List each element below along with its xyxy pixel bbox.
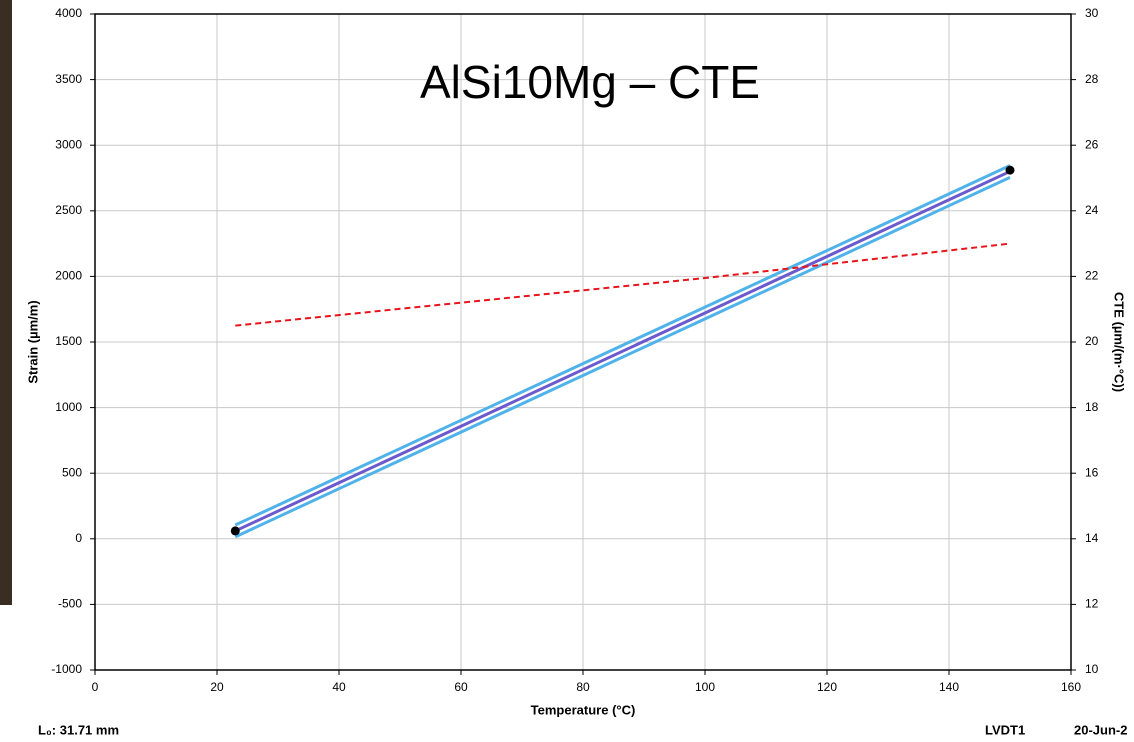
data-point <box>1005 165 1015 175</box>
y2-tick-label: 16 <box>1085 465 1099 479</box>
x-tick-label: 0 <box>92 680 99 694</box>
y-tick-label: 0 <box>75 531 82 545</box>
y-tick-label: 4000 <box>55 6 82 20</box>
x-tick-label: 140 <box>939 680 959 694</box>
footer-left: L₀: 31.71 mm <box>38 722 119 737</box>
y-tick-label: 1500 <box>55 334 82 348</box>
y2-axis-label: CTE (µm/(m·°C)) <box>1112 292 1127 392</box>
footer-right: 20-Jun-2 <box>1074 722 1127 737</box>
x-tick-label: 100 <box>695 680 715 694</box>
y-tick-label: 2500 <box>55 203 82 217</box>
y-tick-label: 3000 <box>55 137 82 151</box>
x-tick-label: 80 <box>576 680 590 694</box>
x-tick-label: 40 <box>332 680 346 694</box>
x-tick-label: 160 <box>1061 680 1081 694</box>
y2-tick-label: 22 <box>1085 269 1099 283</box>
y-tick-label: 2000 <box>55 269 82 283</box>
y2-tick-label: 28 <box>1085 72 1099 86</box>
data-line <box>235 242 1011 327</box>
footer-middle: LVDT1 <box>985 722 1025 737</box>
x-tick-label: 60 <box>454 680 468 694</box>
y2-tick-label: 14 <box>1085 531 1099 545</box>
y2-tick-label: 12 <box>1085 597 1099 611</box>
y-tick-label: 500 <box>62 465 82 479</box>
y-axis-label: Strain (µm/m) <box>25 300 40 383</box>
chart-title: AlSi10Mg – CTE <box>420 56 760 108</box>
y-tick-label: 1000 <box>55 400 82 414</box>
x-tick-label: 120 <box>817 680 837 694</box>
y2-tick-label: 20 <box>1085 334 1099 348</box>
data-line <box>234 175 1011 539</box>
data-point <box>230 526 240 536</box>
y2-tick-label: 26 <box>1085 137 1099 151</box>
y2-tick-label: 18 <box>1085 400 1099 414</box>
x-tick-label: 20 <box>210 680 224 694</box>
y-tick-label: -1000 <box>51 662 82 676</box>
y-tick-label: 3500 <box>55 72 82 86</box>
x-axis-label: Temperature (°C) <box>531 702 636 717</box>
y2-tick-label: 24 <box>1085 203 1099 217</box>
y-tick-label: -500 <box>58 597 82 611</box>
photo-strip <box>0 0 12 605</box>
y2-tick-label: 10 <box>1085 662 1099 676</box>
data-line <box>234 164 1011 527</box>
y2-tick-label: 30 <box>1085 6 1099 20</box>
data-line <box>234 170 1011 533</box>
